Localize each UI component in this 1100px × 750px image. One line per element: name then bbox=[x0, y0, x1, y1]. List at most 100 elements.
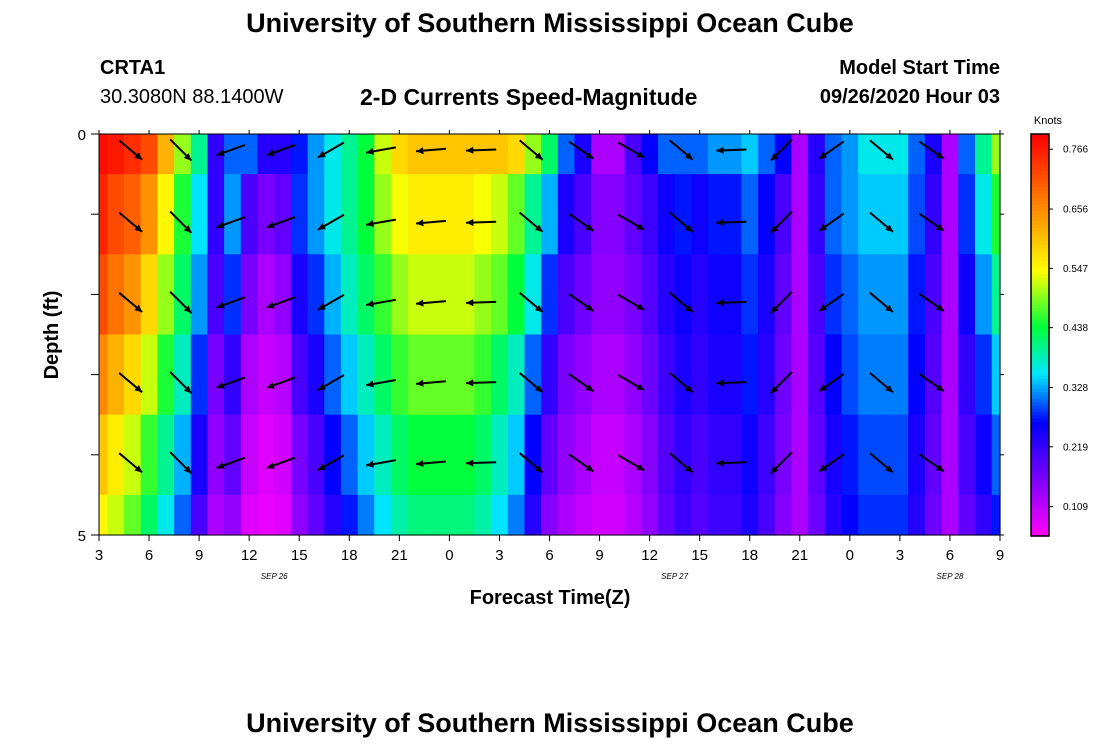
heatmap-cell bbox=[457, 254, 475, 336]
current-vector-head bbox=[936, 151, 944, 159]
heatmap-cell bbox=[374, 414, 392, 496]
colorbar-segment bbox=[1031, 515, 1049, 520]
heatmap-cell bbox=[174, 254, 192, 336]
heatmap-cell bbox=[941, 414, 959, 496]
heatmap-cell bbox=[124, 254, 142, 336]
y-tick-label: 0 bbox=[78, 127, 86, 144]
heatmap-cell bbox=[924, 254, 943, 336]
heatmap-cell bbox=[541, 414, 559, 496]
heatmap-cell bbox=[891, 134, 909, 175]
current-vector-head bbox=[685, 304, 693, 313]
colorbar-segment bbox=[1031, 251, 1049, 256]
heatmap-cell bbox=[591, 174, 609, 255]
colorbar-segment bbox=[1031, 318, 1049, 323]
colorbar-segment bbox=[1031, 448, 1049, 453]
heatmap-cell bbox=[224, 174, 242, 255]
heatmap-cell bbox=[224, 494, 242, 536]
heatmap-cell bbox=[557, 174, 576, 255]
heatmap-cell bbox=[107, 174, 125, 255]
current-vector-head bbox=[134, 304, 143, 313]
colorbar-segment bbox=[1031, 231, 1049, 236]
heatmap-cell bbox=[858, 334, 876, 416]
colorbar-segment bbox=[1031, 217, 1049, 222]
colorbar-tick-label: 0.766 bbox=[1063, 145, 1088, 156]
x-axis-label: Forecast Time(Z) bbox=[470, 587, 631, 609]
heatmap-cell bbox=[124, 334, 142, 416]
heatmap-cell bbox=[190, 134, 209, 175]
heatmap-cell bbox=[224, 134, 242, 175]
colorbar-segment bbox=[1031, 502, 1049, 507]
heatmap-cell bbox=[190, 174, 209, 255]
heatmap-cell bbox=[557, 254, 576, 336]
current-vector-head bbox=[466, 146, 474, 154]
heatmap-cell bbox=[591, 134, 609, 175]
heatmap-cell bbox=[357, 494, 375, 536]
colorbar-segment bbox=[1031, 405, 1049, 410]
heatmap-cell bbox=[290, 254, 309, 336]
heatmap-cell bbox=[607, 134, 626, 175]
heatmap-cell bbox=[708, 134, 726, 175]
heatmap-cell bbox=[257, 254, 275, 336]
current-vector-head bbox=[636, 383, 645, 391]
heatmap-cell bbox=[207, 254, 225, 336]
current-vector-head bbox=[134, 465, 143, 473]
heatmap-cell bbox=[457, 414, 475, 496]
heatmap-cell bbox=[457, 134, 475, 175]
colorbar-segment bbox=[1031, 298, 1049, 303]
colorbar-segment bbox=[1031, 385, 1049, 390]
current-vectors bbox=[118, 138, 945, 475]
date-label: SEP 26 bbox=[261, 572, 288, 581]
current-vector-head bbox=[534, 152, 543, 160]
heatmap-cell bbox=[791, 134, 809, 175]
heatmap-cell bbox=[324, 134, 342, 175]
heatmap-cell bbox=[708, 494, 726, 536]
current-vector-head bbox=[266, 221, 275, 229]
colorbar-segment bbox=[1031, 294, 1049, 299]
heatmap-cell bbox=[290, 414, 309, 496]
colorbar-segment bbox=[1031, 408, 1049, 413]
heatmap-cell bbox=[124, 174, 142, 255]
colorbar-segment bbox=[1031, 458, 1049, 463]
x-tick-label: 21 bbox=[391, 547, 408, 564]
colorbar-segment bbox=[1031, 214, 1049, 219]
heatmap-cell bbox=[874, 414, 893, 496]
colorbar-segment bbox=[1031, 395, 1049, 400]
heatmap-cell bbox=[274, 254, 292, 336]
colorbar-segment bbox=[1031, 345, 1049, 350]
colorbar-segment bbox=[1031, 338, 1049, 343]
colorbar-segment bbox=[1031, 247, 1049, 252]
heatmap-cell bbox=[357, 254, 375, 336]
current-vector-head bbox=[534, 304, 543, 313]
heatmap-cell bbox=[324, 254, 342, 336]
heatmap-cell bbox=[140, 174, 158, 255]
heatmap-cell bbox=[474, 334, 492, 416]
heatmap-cell bbox=[574, 414, 592, 496]
current-vector-head bbox=[716, 146, 724, 154]
heatmap-cell bbox=[874, 494, 893, 536]
heatmap-cell bbox=[891, 494, 909, 536]
heatmap-cell bbox=[441, 414, 459, 496]
heatmap-cell bbox=[340, 134, 359, 175]
current-vector-head bbox=[216, 221, 225, 229]
heatmap-cell bbox=[841, 174, 859, 255]
heatmap-cell bbox=[958, 334, 976, 416]
heatmap-cell bbox=[991, 174, 1001, 255]
colorbar-segment bbox=[1031, 355, 1049, 360]
colorbar-segment bbox=[1031, 422, 1049, 427]
heatmap-cell bbox=[758, 414, 776, 496]
heatmap-cell bbox=[858, 174, 876, 255]
heatmap-cell bbox=[441, 334, 459, 416]
heatmap-cell bbox=[290, 174, 309, 255]
current-vector-head bbox=[716, 379, 724, 387]
heatmap-cell bbox=[858, 494, 876, 536]
current-vector-head bbox=[466, 219, 474, 226]
heatmap-cell bbox=[340, 494, 359, 536]
current-vector-head bbox=[819, 464, 828, 472]
heatmap-cell bbox=[874, 174, 893, 255]
colorbar-segment bbox=[1031, 281, 1049, 286]
heatmap-cell bbox=[391, 134, 409, 175]
current-vector-head bbox=[266, 149, 275, 156]
heatmap-cell bbox=[758, 334, 776, 416]
heatmap-cell bbox=[858, 134, 876, 175]
heatmap-cell bbox=[157, 334, 175, 416]
